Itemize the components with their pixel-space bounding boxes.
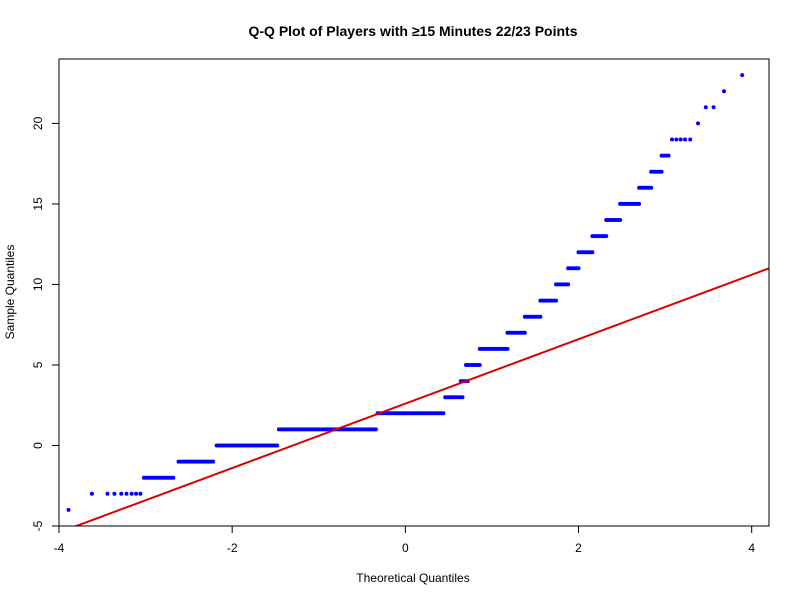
data-point (138, 491, 143, 496)
data-point (678, 137, 683, 142)
data-point (171, 475, 176, 480)
y-axis-title: Sample Quantiles (3, 245, 17, 340)
y-tick-label: 20 (31, 116, 45, 130)
data-point (688, 137, 693, 142)
y-axis: -5 0 5 10 15 20 (31, 116, 60, 531)
data-point (538, 314, 543, 319)
data-point (590, 250, 595, 255)
data-points (66, 73, 745, 512)
data-point (637, 201, 642, 206)
data-point (119, 491, 124, 496)
data-point (566, 282, 571, 287)
data-point (722, 89, 726, 94)
data-point (460, 395, 465, 400)
data-point (124, 491, 129, 496)
data-point (505, 346, 510, 351)
data-point (105, 491, 110, 496)
x-axis-title: Theoretical Quantiles (356, 571, 469, 585)
data-point (275, 443, 280, 448)
reference-line (73, 267, 769, 526)
data-point (703, 105, 708, 110)
data-point (683, 137, 687, 142)
data-point (604, 234, 609, 239)
plot-frame (58, 58, 770, 527)
data-point (66, 507, 71, 512)
data-point (477, 363, 482, 367)
data-point (649, 185, 654, 190)
data-point (711, 105, 716, 110)
data-point (666, 153, 671, 158)
data-point (373, 427, 378, 432)
data-point (576, 266, 581, 271)
data-point (522, 330, 527, 335)
x-axis: -4 -2 0 2 4 (54, 525, 755, 555)
y-tick-label: 5 (31, 361, 45, 368)
data-point (670, 137, 674, 142)
data-point (618, 218, 623, 222)
x-tick-label: -4 (54, 541, 65, 555)
data-point (674, 137, 679, 142)
x-tick-label: 0 (402, 541, 409, 555)
data-point (554, 298, 558, 303)
data-point (129, 491, 134, 496)
x-tick-label: 2 (575, 541, 582, 555)
data-point (112, 491, 117, 496)
data-point (659, 169, 664, 174)
data-point (441, 411, 446, 416)
data-point (696, 121, 700, 126)
y-tick-label: 10 (31, 277, 45, 291)
y-tick-label: 0 (31, 442, 45, 449)
x-tick-label: 4 (748, 541, 755, 555)
data-point (740, 73, 745, 78)
x-tick-label: -2 (227, 541, 238, 555)
data-point (89, 491, 94, 496)
y-tick-label: -5 (31, 520, 45, 531)
y-tick-label: 15 (31, 197, 45, 211)
data-point (211, 459, 216, 464)
data-point (134, 491, 139, 496)
chart-title: Q-Q Plot of Players with ≥15 Minutes 22/… (249, 23, 578, 39)
